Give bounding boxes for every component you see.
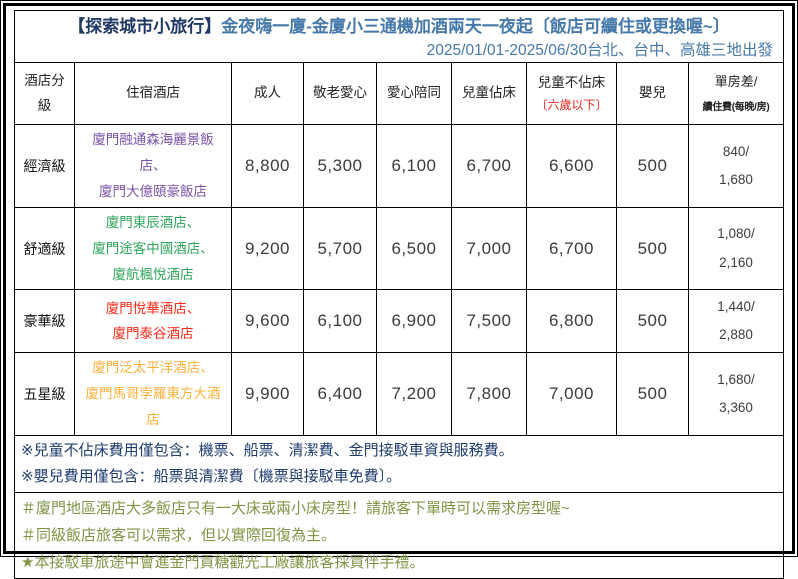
header-room-diff: 單房差/ 續住費(每晚/房) [688, 62, 784, 125]
price-room-diff: 840/ 1,680 [688, 124, 784, 208]
price-child-no-bed: 6,800 [526, 289, 617, 354]
price-child-bed: 6,700 [451, 124, 527, 208]
header-companion: 愛心陪同 [376, 62, 452, 125]
hotel-name: 廈門馬哥孛羅東方大酒店 [85, 386, 221, 428]
price-adult: 9,200 [231, 206, 304, 291]
price-senior: 5,700 [303, 206, 377, 291]
price-child-no-bed: 7,000 [526, 352, 617, 437]
price-infant: 500 [616, 124, 689, 208]
price-child-bed: 7,800 [451, 352, 527, 437]
price-senior: 6,400 [303, 352, 377, 437]
header-senior: 敬老愛心 [303, 62, 377, 125]
price-room-diff: 1,080/ 2,160 [688, 206, 784, 291]
price-child-no-bed: 6,600 [526, 124, 617, 208]
title-prefix: 【探索城市小旅行】 [68, 17, 222, 36]
price-companion: 7,200 [376, 352, 452, 437]
tier-label: 豪華級 [14, 289, 75, 354]
note-same-grade: ＃同級飯店旅客可以需求，但以實際回復為主。 [21, 527, 337, 545]
title-box: 【探索城市小旅行】金夜嗨一廈-金廈小三通機加酒兩天一夜起〔飯店可續住或更換喔~〕… [14, 10, 784, 63]
hotel-names: 廈門東辰酒店、 廈門途客中國酒店、 廈航楓悅酒店 [74, 206, 232, 291]
table-row-economy: 經濟級 廈門融通森海麗景飯店、 廈門大億頤豪飯店 8,800 5,300 6,1… [14, 124, 784, 208]
page-title: 【探索城市小旅行】金夜嗨一廈-金廈小三通機加酒兩天一夜起〔飯店可續住或更換喔~〕 [21, 14, 777, 39]
price-infant: 500 [616, 206, 689, 291]
tier-label: 經濟級 [14, 124, 75, 208]
title-main: 金夜嗨一廈-金廈小三通機加酒兩天一夜起〔飯店可續住或更換喔~〕 [221, 17, 730, 36]
header-adult: 成人 [231, 62, 304, 125]
tier-label: 舒適級 [14, 206, 75, 291]
table-row-comfort: 舒適級 廈門東辰酒店、 廈門途客中國酒店、 廈航楓悅酒店 9,200 5,700… [14, 206, 784, 291]
hotel-name: 廈航楓悅酒店 [112, 266, 194, 282]
price-companion: 6,900 [376, 289, 452, 354]
price-companion: 6,100 [376, 124, 452, 208]
hotel-names: 廈門悅華酒店、 廈門泰谷酒店 [74, 289, 232, 354]
price-room-diff: 1,680/ 3,360 [688, 352, 784, 437]
header-child-no-bed-label: 兒童不佔床 [537, 74, 606, 90]
price-companion: 6,500 [376, 206, 452, 291]
notes-remarks-box: ＃廈門地區酒店大多飯店只有一大床或兩小床房型！請旅客下單時可以需求房型喔~ ＃同… [14, 492, 784, 579]
note-child-no-bed-fee: ※兒童不佔床費用僅包含：機票、船票、清潔費、金門接駁車資與服務費。 [21, 442, 514, 460]
header-tier: 酒店分級 [14, 62, 75, 125]
price-adult: 8,800 [231, 124, 304, 208]
table-row-fivestar: 五星級 廈門泛太平洋酒店、 廈門馬哥孛羅東方大酒店 9,900 6,400 7,… [14, 352, 784, 437]
note-infant-fee: ※嬰兒費用僅包含：船票與清潔費〔機票與接駁車免費〕。 [21, 468, 402, 486]
notes-fees-box: ※兒童不佔床費用僅包含：機票、船票、清潔費、金門接駁車資與服務費。 ※嬰兒費用僅… [14, 435, 784, 494]
price-adult: 9,600 [231, 289, 304, 354]
header-room-diff-line1: 單房差/ [714, 73, 758, 89]
price-adult: 9,900 [231, 352, 304, 437]
price-senior: 5,300 [303, 124, 377, 208]
price-child-bed: 7,000 [451, 206, 527, 291]
note-shuttle-stop: ★本接駁車旅途中會進金門貢糖觀光工廠讓旅客採買伴手禮。 [21, 554, 425, 572]
hotel-name: 廈門泰谷酒店 [112, 326, 194, 342]
header-child-no-bed: 兒童不佔床 〔六歲以下〕 [526, 62, 617, 125]
header-infant: 嬰兒 [616, 62, 689, 125]
price-child-no-bed: 6,700 [526, 206, 617, 291]
departure-date-line: 2025/01/01-2025/06/30台北、台中、高雄三地出發 [426, 42, 773, 59]
price-room-diff: 1,440/ 2,880 [688, 289, 784, 354]
header-child-bed: 兒童佔床 [451, 62, 527, 125]
table-header-row: 酒店分級 住宿酒店 成人 敬老愛心 愛心陪同 兒童佔床 兒童不佔床 〔六歲以下〕… [14, 62, 784, 125]
price-table: 酒店分級 住宿酒店 成人 敬老愛心 愛心陪同 兒童佔床 兒童不佔床 〔六歲以下〕… [14, 62, 784, 437]
document-page: 【探索城市小旅行】金夜嗨一廈-金廈小三通機加酒兩天一夜起〔飯店可續住或更換喔~〕… [3, 3, 795, 579]
header-room-diff-line2: 續住費(每晚/房) [702, 102, 770, 114]
hotel-name: 廈門悅華酒店、 [105, 300, 201, 316]
hotel-names: 廈門融通森海麗景飯店、 廈門大億頤豪飯店 [74, 124, 232, 208]
price-child-bed: 7,500 [451, 289, 527, 354]
hotel-name: 廈門東辰酒店、 [105, 214, 201, 230]
table-row-deluxe: 豪華級 廈門悅華酒店、 廈門泰谷酒店 9,600 6,100 6,900 7,5… [14, 289, 784, 354]
hotel-name: 廈門途客中國酒店、 [92, 240, 214, 256]
tier-label: 五星級 [14, 352, 75, 437]
hotel-names: 廈門泛太平洋酒店、 廈門馬哥孛羅東方大酒店 [74, 352, 232, 437]
price-infant: 500 [616, 289, 689, 354]
hotel-name: 廈門融通森海麗景飯店、 [92, 132, 214, 173]
hotel-name: 廈門大億頤豪飯店 [99, 183, 207, 199]
hotel-name: 廈門泛太平洋酒店、 [92, 360, 214, 376]
header-hotel: 住宿酒店 [74, 62, 232, 125]
header-age-note: 〔六歲以下〕 [535, 97, 608, 112]
price-senior: 6,100 [303, 289, 377, 354]
note-room-type: ＃廈門地區酒店大多飯店只有一大床或兩小床房型！請旅客下單時可以需求房型喔~ [21, 500, 570, 518]
price-infant: 500 [616, 352, 689, 437]
